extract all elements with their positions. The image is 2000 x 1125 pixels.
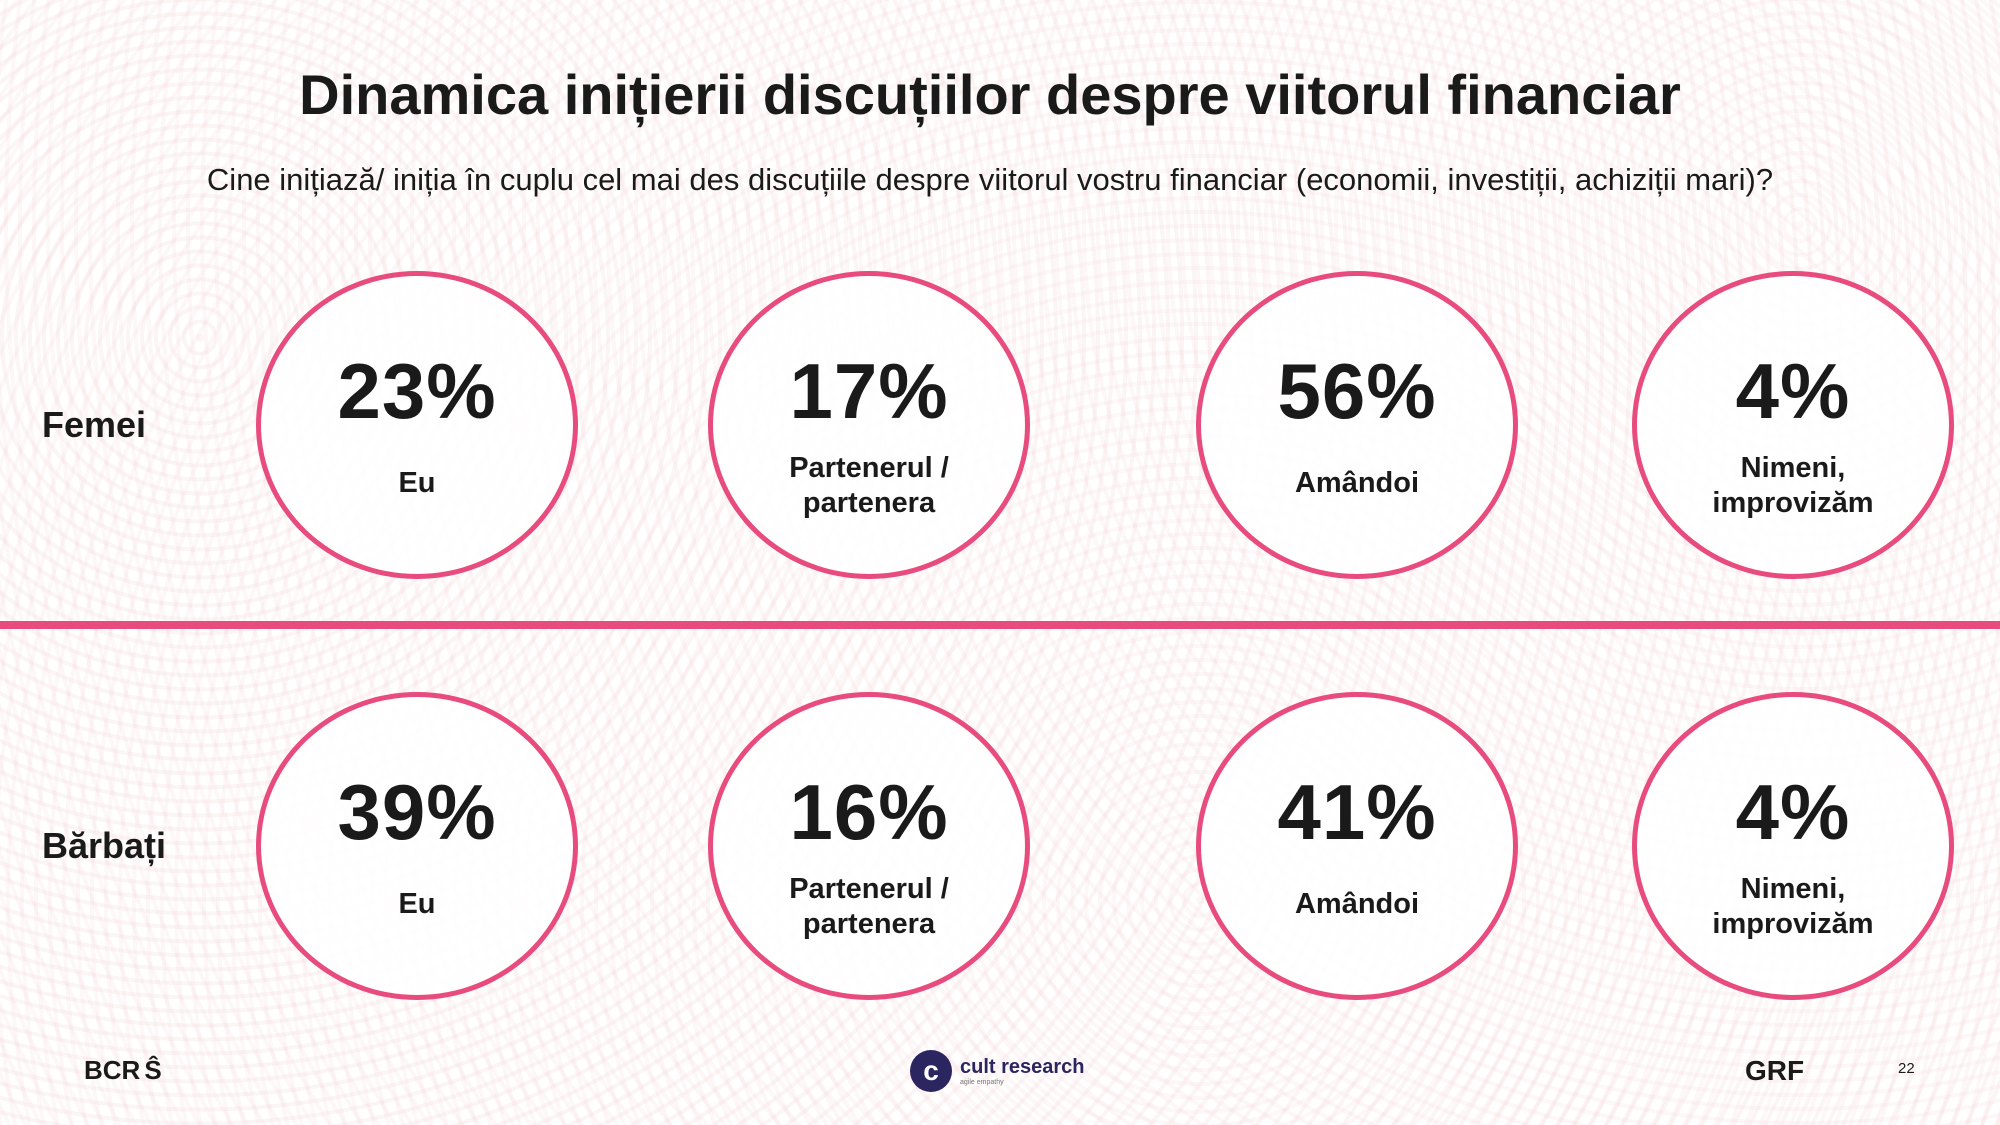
stat-label: Partenerul / partenera bbox=[713, 451, 1025, 521]
question-subtitle: Cine inițiază/ iniția în cuplu cel mai d… bbox=[206, 162, 1774, 197]
cult-research-text: cult research bbox=[960, 1056, 1085, 1078]
stat-label-line: Amândoi bbox=[1294, 888, 1420, 920]
group-label: Bărbați bbox=[42, 825, 167, 866]
stat-circle: 23% Eu bbox=[256, 271, 578, 579]
stat-percent: 39% bbox=[337, 768, 497, 856]
stat-label: Partenerul / partenera bbox=[713, 872, 1025, 942]
stat-label-line: partenera bbox=[802, 487, 936, 519]
page-title: Dinamica inițierii discuțiilor despre vi… bbox=[299, 63, 1681, 126]
stat-label-line: improvizăm bbox=[1712, 908, 1874, 940]
stat-label: Eu bbox=[261, 466, 573, 501]
bcr-logo-text: BCR bbox=[84, 1055, 141, 1085]
stat-label: Amândoi bbox=[1201, 887, 1513, 922]
group-label: Femei bbox=[42, 404, 147, 445]
stat-label-line: Eu bbox=[398, 888, 436, 920]
grf-logo: GRF bbox=[1745, 1055, 1805, 1086]
stat-percent: 16% bbox=[789, 768, 949, 856]
cult-research-c-icon: c bbox=[910, 1050, 952, 1092]
stat-label: Eu bbox=[261, 887, 573, 922]
stat-percent: 23% bbox=[337, 347, 497, 435]
cult-research-tagline: agile empathy bbox=[960, 1079, 1004, 1086]
stat-label-line: Amândoi bbox=[1294, 467, 1420, 499]
stat-label-line: Partenerul / bbox=[789, 873, 949, 905]
stat-circle: 4% Nimeni, improvizăm bbox=[1632, 271, 1954, 579]
stat-circle: 39% Eu bbox=[256, 692, 578, 1000]
group-divider bbox=[0, 621, 2000, 629]
stat-label: Nimeni, improvizăm bbox=[1637, 451, 1949, 521]
page-number: 22 bbox=[1898, 1060, 1915, 1077]
stat-percent: 56% bbox=[1277, 347, 1437, 435]
stat-circle: 17% Partenerul / partenera bbox=[708, 271, 1030, 579]
stat-circle: 4% Nimeni, improvizăm bbox=[1632, 692, 1954, 1000]
stat-label-line: Nimeni, bbox=[1740, 452, 1846, 484]
stat-circle: 56% Amândoi bbox=[1196, 271, 1518, 579]
stat-label-line: Eu bbox=[398, 467, 436, 499]
stat-label-line: improvizăm bbox=[1712, 487, 1874, 519]
bcr-logo: BCR Ŝ bbox=[84, 1055, 162, 1086]
stat-label-line: Nimeni, bbox=[1740, 873, 1846, 905]
stat-circle: 41% Amândoi bbox=[1196, 692, 1518, 1000]
stat-percent: 4% bbox=[1735, 347, 1851, 435]
cult-research-logo: c cult research agile empathy bbox=[910, 1050, 1085, 1092]
stat-label: Amândoi bbox=[1201, 466, 1513, 501]
stat-percent: 17% bbox=[789, 347, 949, 435]
stat-circle: 16% Partenerul / partenera bbox=[708, 692, 1030, 1000]
stat-label-line: Partenerul / bbox=[789, 452, 949, 484]
stat-label-line: partenera bbox=[802, 908, 936, 940]
stat-label: Nimeni, improvizăm bbox=[1637, 872, 1949, 942]
stat-percent: 41% bbox=[1277, 768, 1437, 856]
bcr-s-icon: Ŝ bbox=[144, 1055, 162, 1085]
stat-percent: 4% bbox=[1735, 768, 1851, 856]
